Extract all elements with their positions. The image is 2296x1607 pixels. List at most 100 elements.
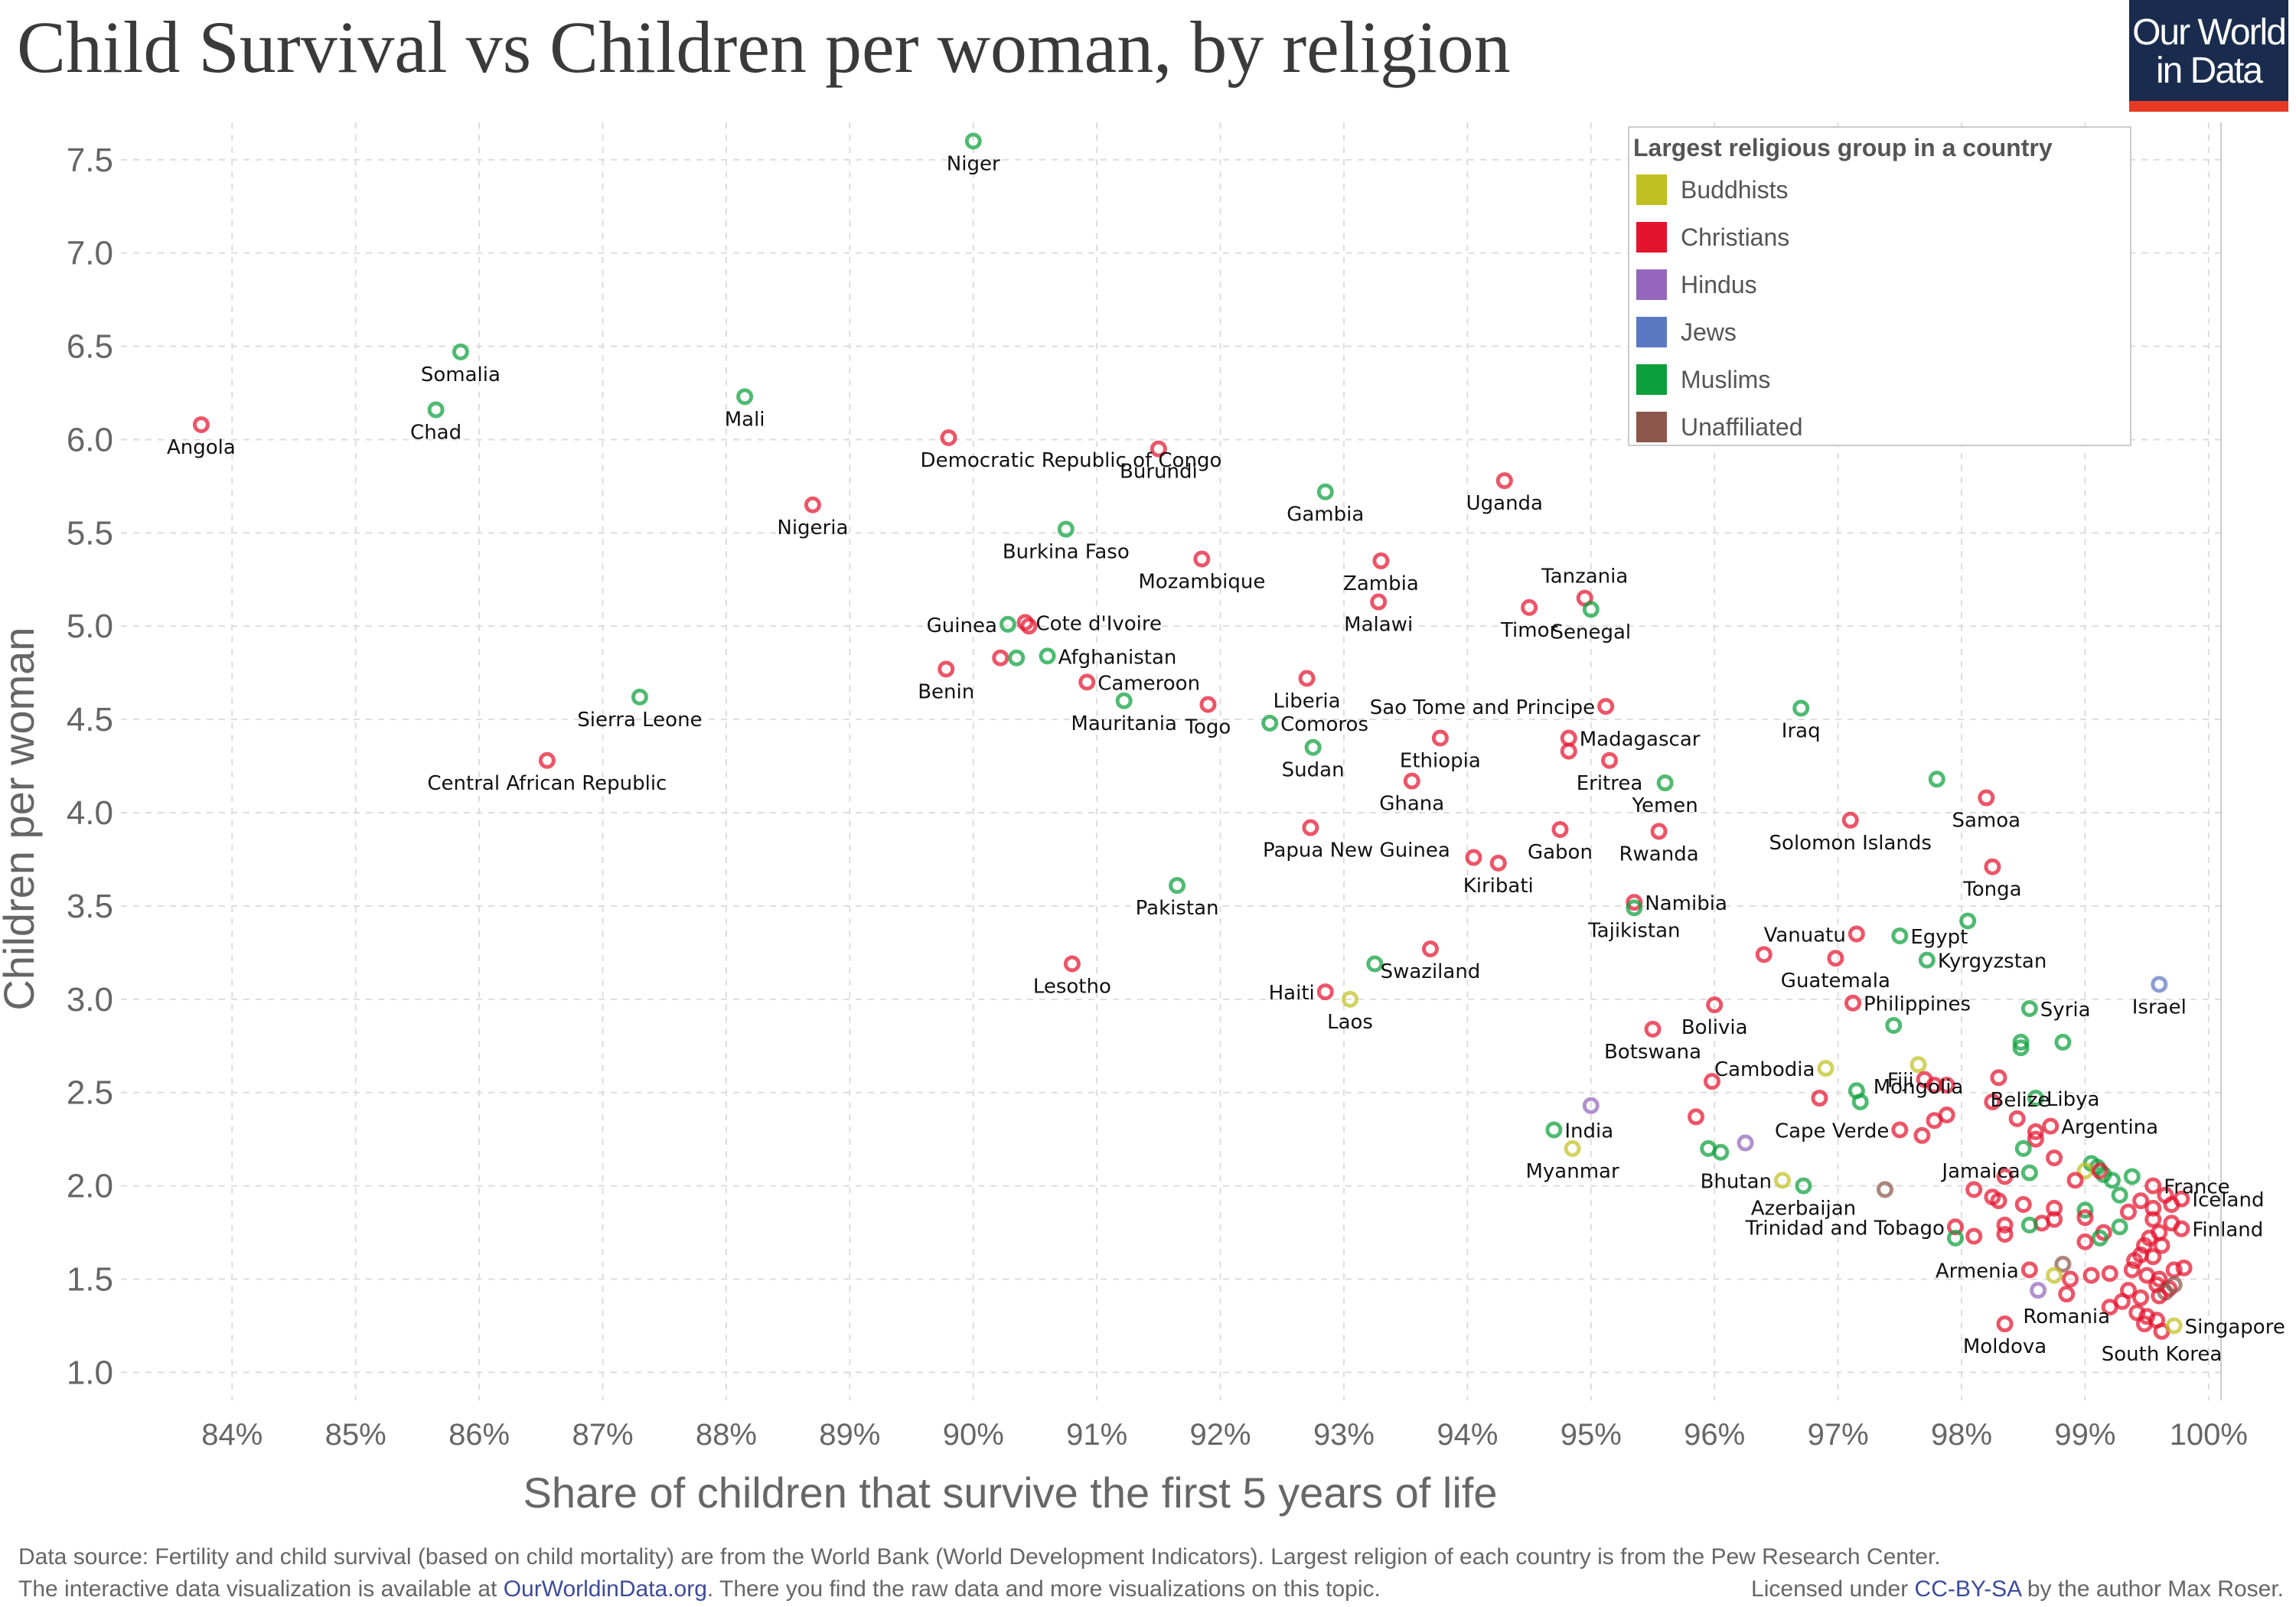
data-point xyxy=(1792,699,1810,717)
point-label: Azerbaijan xyxy=(1751,1198,1856,1221)
data-point xyxy=(2076,1209,2094,1227)
data-point xyxy=(2054,1256,2072,1273)
x-tick-label: 88% xyxy=(696,1418,757,1452)
footer-source: Data source: Fertility and child surviva… xyxy=(18,1544,1941,1570)
data-point xyxy=(2151,976,2168,993)
data-point xyxy=(999,615,1016,633)
x-tick-label: 89% xyxy=(819,1418,880,1452)
point-label: Cote d'Ivoire xyxy=(1036,612,1162,635)
data-point xyxy=(1703,1073,1720,1090)
data-point xyxy=(452,343,469,360)
license-link[interactable]: CC-BY-SA xyxy=(1914,1576,2021,1602)
legend-swatch xyxy=(1636,174,1667,205)
data-point xyxy=(1827,950,1844,967)
owid-logo[interactable]: Our World in Data xyxy=(2129,0,2288,112)
axes: 84% 85% 86% 87% 88% 89% 90% 91% 92% 93% 94% 95% 96% 9… xyxy=(67,122,2248,1452)
data-point xyxy=(2091,1162,2108,1180)
data-point xyxy=(2165,1261,2183,1279)
point-label: Ghana xyxy=(1379,793,1444,816)
data-point xyxy=(1959,912,1977,930)
data-point xyxy=(1712,1143,1730,1161)
point-label: Cameroon xyxy=(1097,672,1200,695)
point-label: Madagascar xyxy=(1580,729,1701,751)
data-point xyxy=(1431,729,1449,747)
point-label: Mauritania xyxy=(1071,712,1177,735)
data-point xyxy=(1795,1177,1812,1195)
footer: Data source: Fertility and child surviva… xyxy=(18,1541,2284,1605)
y-tick-label: 5.0 xyxy=(67,608,113,645)
legend-box xyxy=(1628,126,2131,446)
point-label: Burundi xyxy=(1120,461,1198,484)
point-label: Mozambique xyxy=(1138,570,1265,593)
data-point xyxy=(2126,1252,2144,1270)
x-tick-label: 98% xyxy=(1931,1418,1992,1452)
x-tick-label: 96% xyxy=(1684,1418,1745,1452)
data-point xyxy=(2101,1299,2118,1316)
point-label: Chad xyxy=(410,421,461,444)
data-point xyxy=(1918,951,1936,969)
data-point xyxy=(2111,1186,2128,1204)
point-label: Tonga xyxy=(1962,878,2021,901)
data-point xyxy=(1421,940,1439,958)
data-point xyxy=(1316,483,1334,500)
x-tick-label: 91% xyxy=(1066,1418,1127,1452)
x-axis-label: Share of children that survive the first… xyxy=(523,1468,1497,1517)
data-point xyxy=(1644,1020,1662,1038)
data-point xyxy=(1150,440,1167,458)
data-point xyxy=(1008,649,1026,667)
data-point xyxy=(964,132,982,150)
y-tick-label: 1.5 xyxy=(67,1261,113,1299)
point-label: Pakistan xyxy=(1136,897,1219,920)
legend-item-label: Jews xyxy=(1681,318,1737,346)
legend-item-label: Muslims xyxy=(1681,366,1770,393)
data-point xyxy=(2135,1315,2153,1333)
data-point xyxy=(1560,742,1577,760)
data-point xyxy=(2119,1203,2137,1221)
data-point xyxy=(1261,715,1279,732)
data-point xyxy=(2076,1233,2094,1250)
point-label: Jamaica xyxy=(1940,1160,2020,1183)
point-label: South Korea xyxy=(2102,1343,2223,1366)
data-point xyxy=(1984,1093,2001,1110)
point-label: Kiribati xyxy=(1463,875,1534,898)
data-point xyxy=(1078,673,1096,691)
point-label: Argentina xyxy=(2061,1116,2158,1139)
data-points xyxy=(192,132,2193,1340)
y-tick-label: 4.0 xyxy=(67,794,113,832)
point-label: Gabon xyxy=(1528,841,1593,864)
data-point xyxy=(1039,647,1056,665)
point-label: Ethiopia xyxy=(1400,750,1481,773)
data-point xyxy=(1688,1108,1704,1126)
data-point xyxy=(2027,1090,2044,1107)
y-tick-label: 5.5 xyxy=(67,514,113,552)
owid-link[interactable]: OurWorldinData.org xyxy=(503,1576,707,1602)
point-label: Tanzania xyxy=(1541,566,1628,588)
point-label: Zambia xyxy=(1343,572,1419,595)
legend-item-label: Buddhists xyxy=(1681,176,1789,204)
logo-line-1: Our World xyxy=(2132,12,2287,53)
y-tick-label: 7.5 xyxy=(67,142,113,179)
data-point xyxy=(1063,955,1081,973)
data-point xyxy=(1996,1226,2014,1244)
point-label: Armenia xyxy=(1936,1260,2019,1283)
data-point xyxy=(1316,983,1334,1001)
data-point xyxy=(1403,772,1420,790)
data-point xyxy=(1342,990,1359,1008)
y-axis-label: Children per woman xyxy=(0,627,43,1010)
data-point xyxy=(1020,618,1038,635)
point-label: Liberia xyxy=(1274,690,1341,713)
data-point xyxy=(1302,819,1319,836)
license-text-a: Licensed under xyxy=(1751,1576,1915,1602)
data-point xyxy=(2020,1000,2038,1018)
point-label: Timor xyxy=(1500,619,1558,642)
data-point xyxy=(2066,1172,2084,1189)
point-label: France xyxy=(2164,1176,2229,1199)
data-point xyxy=(2165,1317,2183,1335)
point-label: Comoros xyxy=(1280,713,1368,736)
point-label: Togo xyxy=(1185,716,1231,739)
y-tick-label: 6.5 xyxy=(67,328,113,366)
data-point xyxy=(1545,1121,1563,1139)
data-point xyxy=(1817,1060,1835,1077)
point-label: Somalia xyxy=(421,363,501,386)
data-point xyxy=(2020,1216,2038,1234)
